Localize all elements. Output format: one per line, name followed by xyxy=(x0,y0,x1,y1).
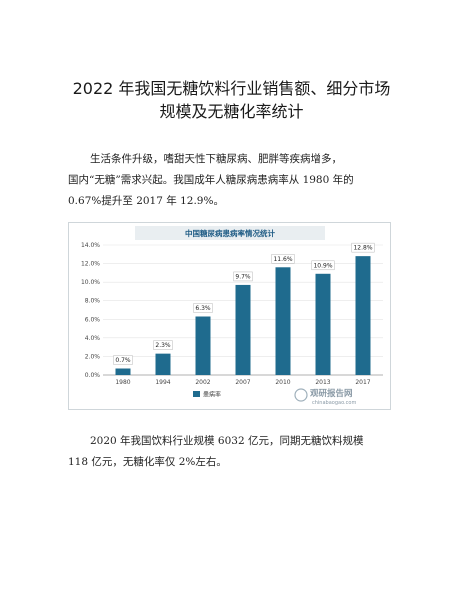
paragraph-line: 118 亿元，无糖化率仅 2%左右。 xyxy=(68,456,227,468)
watermark-logo-icon xyxy=(294,388,308,402)
y-tick-label: 14.0% xyxy=(81,242,100,249)
data-label: 2.3% xyxy=(155,342,171,349)
data-label-box xyxy=(271,254,295,264)
diabetes-prevalence-chart: 中国糖尿病患病率情况统计 0.0% 2.0% 4.0% 6.0% 8.0% 10.0% 12.… xyxy=(68,222,391,410)
y-tick-label: 12.0% xyxy=(81,261,100,268)
y-tick-label: 4.0% xyxy=(85,335,101,342)
x-tick-label: 1980 xyxy=(115,379,130,386)
paragraph-line: 国内“无糖”需求兴起。我国成年人糖尿病患病率从 1980 年的 xyxy=(68,174,354,186)
bar xyxy=(155,353,171,375)
summary-paragraph: 2020 年我国饮料行业规模 6032 亿元，同期无糖饮料规模 118 亿元，无… xyxy=(68,431,398,473)
data-label: 11.6% xyxy=(273,256,292,263)
bar xyxy=(195,316,211,375)
intro-paragraph: 生活条件升级，嗜甜天性下糖尿病、肥胖等疾病增多， 国内“无糖”需求兴起。我国成年… xyxy=(68,149,398,212)
x-tick-label: 2017 xyxy=(355,379,370,386)
data-label-box xyxy=(153,340,173,350)
data-label: 0.7% xyxy=(115,357,131,364)
page-title-line-1: 2022 年我国无糖饮料行业销售额、细分市场 xyxy=(72,79,391,98)
paragraph-line: 0.67%提升至 2017 年 12.9%。 xyxy=(68,195,224,207)
chart-canvas: 中国糖尿病患病率情况统计 0.0% 2.0% 4.0% 6.0% 8.0% 10.0% 12.… xyxy=(81,226,383,406)
watermark-site: chinabaogao.com xyxy=(312,400,356,406)
bar xyxy=(235,284,251,375)
y-tick-label: 10.0% xyxy=(81,279,100,286)
bar xyxy=(275,267,291,375)
data-label: 6.3% xyxy=(195,305,211,312)
data-label: 9.7% xyxy=(235,273,251,280)
legend-label: 患病率 xyxy=(203,391,221,399)
data-label-box xyxy=(351,242,375,253)
y-tick-label: 0.0% xyxy=(85,372,101,379)
legend-swatch xyxy=(193,391,200,397)
data-label-box xyxy=(113,355,133,365)
x-tick-label: 2010 xyxy=(275,379,290,386)
paragraph-line: 2020 年我国饮料行业规模 6032 亿元，同期无糖饮料规模 xyxy=(90,435,364,447)
y-tick-label: 2.0% xyxy=(85,353,101,360)
x-tick-label: 2013 xyxy=(315,379,330,386)
data-label-box xyxy=(193,303,213,313)
page-title-line-2: 规模及无糖化率统计 xyxy=(159,102,304,121)
watermark-brand: 观研报告网 xyxy=(310,388,353,399)
x-tick-label: 2002 xyxy=(195,379,210,386)
y-tick-label: 8.0% xyxy=(85,298,101,305)
data-label-box xyxy=(311,260,335,271)
bar xyxy=(355,256,371,375)
chart-title: 中国糖尿病患病率情况统计 xyxy=(185,228,275,238)
data-label-box xyxy=(233,271,253,282)
data-label: 12.8% xyxy=(353,245,372,252)
chart-title-band xyxy=(135,226,325,240)
x-tick-label: 2007 xyxy=(235,379,250,386)
bar xyxy=(315,273,331,375)
x-tick-label: 1994 xyxy=(155,379,170,386)
bar xyxy=(115,368,131,375)
paragraph-line: 生活条件升级，嗜甜天性下糖尿病、肥胖等疾病增多， xyxy=(90,153,342,165)
y-tick-label: 6.0% xyxy=(85,316,101,323)
data-label: 10.9% xyxy=(313,262,332,269)
